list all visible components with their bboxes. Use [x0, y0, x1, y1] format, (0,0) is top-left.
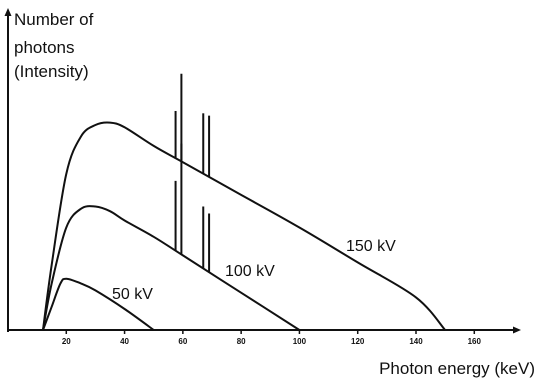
spectrum-curves — [42, 121, 446, 331]
series-label-50kv: 50 kV — [112, 286, 153, 303]
series-label-150kv: 150 kV — [346, 238, 396, 255]
x-tick-label-120: 120 — [351, 337, 365, 346]
series-curve-100kv — [42, 205, 300, 331]
x-tick-label-160: 160 — [468, 337, 482, 346]
x-tick-label-40: 40 — [120, 337, 129, 346]
x-tick-label-20: 20 — [62, 337, 71, 346]
axes — [4, 8, 521, 334]
y-axis-label-line-1: Number of — [14, 10, 94, 29]
x-tick-label-140: 140 — [409, 337, 423, 346]
y-axis-label-line-3: (Intensity) — [14, 62, 89, 81]
x-tick-label-80: 80 — [237, 337, 246, 346]
x-tick-label-100: 100 — [293, 337, 307, 346]
series-curve-50kv — [42, 277, 155, 331]
y-axis-arrow — [4, 8, 12, 16]
x-ticks: 20 40 60 80 100 120 140 160 — [62, 330, 482, 346]
x-axis-label: Photon energy (keV) — [379, 359, 535, 378]
series-label-100kv: 100 kV — [225, 263, 275, 280]
series-curve-150kv — [42, 121, 446, 331]
y-axis-label-line-2: photons — [14, 38, 75, 57]
x-tick-label-60: 60 — [178, 337, 187, 346]
x-axis-arrow — [513, 326, 521, 334]
characteristic-lines — [174, 73, 211, 273]
